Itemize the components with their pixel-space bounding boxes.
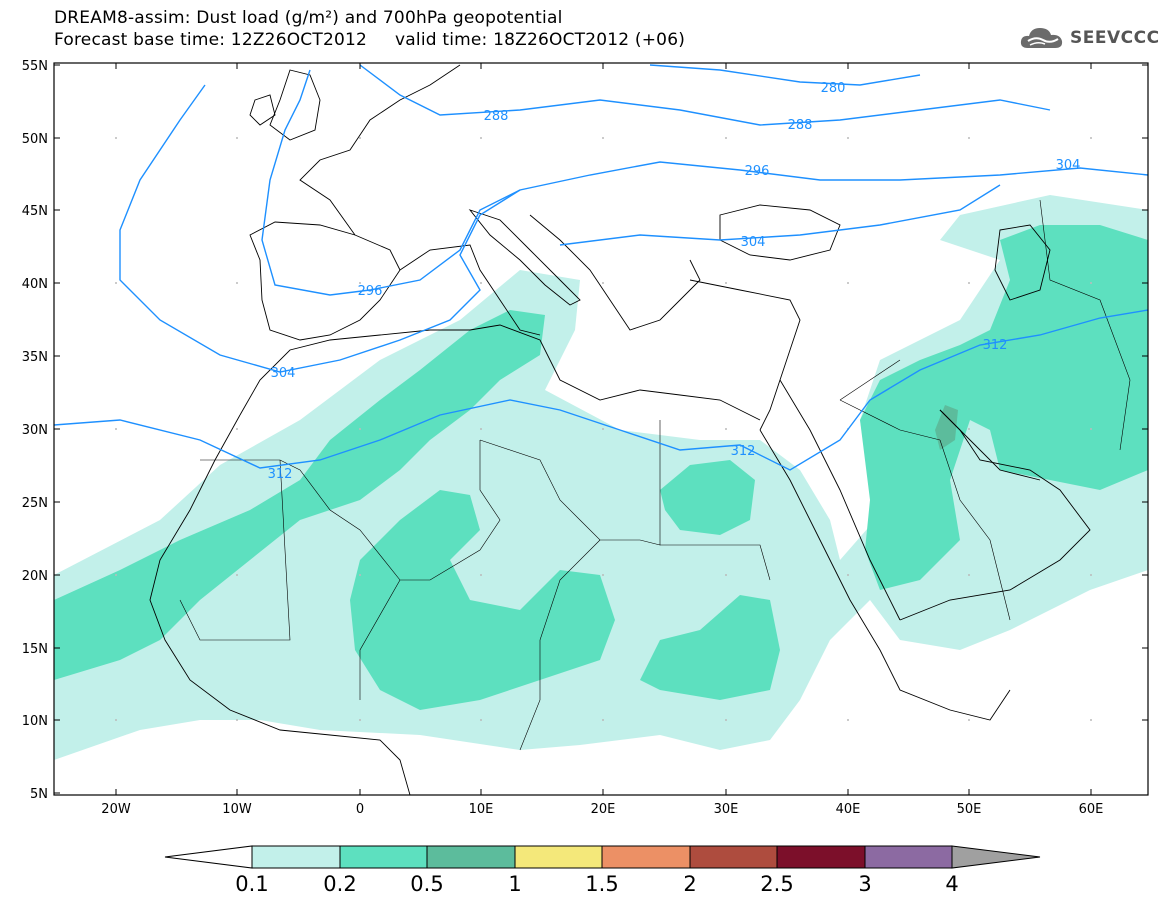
colorbar-label: 4 bbox=[945, 872, 959, 896]
colorbar-label: 2 bbox=[683, 872, 697, 896]
colorbar-swatch bbox=[339, 845, 428, 869]
contour-label: 288 bbox=[484, 109, 509, 124]
lat-label: 45N bbox=[22, 204, 48, 219]
geopotential-contours bbox=[54, 64, 1148, 471]
map-title: DREAM8-assim: Dust load (g/m²) and 700hP… bbox=[54, 8, 563, 28]
lat-label: 35N bbox=[22, 350, 48, 365]
contour-label: 312 bbox=[983, 338, 1008, 353]
contour-labels: 280 288 288 296 296 304 304 304 312 312 … bbox=[268, 81, 1081, 482]
colorbar-arrow-high bbox=[951, 845, 1041, 869]
latitude-labels: 55N 50N 45N 40N 35N 30N 25N 20N 15N 10N … bbox=[22, 59, 48, 802]
colorbar-label: 0.5 bbox=[410, 872, 444, 896]
colorbar-label: 0.1 bbox=[235, 872, 269, 896]
lat-label: 30N bbox=[22, 423, 48, 438]
lat-label: 55N bbox=[22, 59, 48, 74]
lon-label: 20E bbox=[591, 802, 616, 817]
logo-text: SEEVCCC bbox=[1070, 28, 1160, 48]
lat-label: 20N bbox=[22, 569, 48, 584]
grid-dots bbox=[115, 137, 1092, 721]
lat-label: 5N bbox=[30, 787, 48, 802]
colorbar-label: 2.5 bbox=[760, 872, 794, 896]
map-subtitle: Forecast base time: 12Z26OCT2012 valid t… bbox=[54, 30, 686, 50]
lat-label: 40N bbox=[22, 277, 48, 292]
contour-label: 296 bbox=[745, 164, 770, 179]
lat-label: 10N bbox=[22, 714, 48, 729]
cloud-icon bbox=[1020, 28, 1063, 48]
borders bbox=[179, 199, 1131, 751]
colorbar-swatch bbox=[251, 845, 341, 869]
contour-label: 288 bbox=[788, 118, 813, 133]
dust-shading-light bbox=[54, 195, 1148, 760]
dust-shading-medium bbox=[54, 225, 1148, 710]
colorbar-label: 1 bbox=[508, 872, 522, 896]
lon-label: 10W bbox=[222, 802, 252, 817]
contour-label: 312 bbox=[731, 444, 756, 459]
contour-label: 304 bbox=[741, 235, 766, 250]
colorbar bbox=[164, 845, 1041, 869]
contour-label: 304 bbox=[271, 366, 296, 381]
lat-label: 50N bbox=[22, 132, 48, 147]
tick-marks bbox=[54, 63, 1148, 795]
lon-label: 20W bbox=[101, 802, 131, 817]
contour-label: 296 bbox=[358, 284, 383, 299]
dust-shading-dark bbox=[935, 405, 958, 450]
colorbar-swatch bbox=[426, 845, 516, 869]
longitude-labels: 20W 10W 0 10E 20E 30E 40E 50E 60E bbox=[101, 802, 1103, 817]
colorbar-swatch bbox=[514, 845, 603, 869]
lon-label: 40E bbox=[836, 802, 861, 817]
colorbar-label: 0.2 bbox=[323, 872, 357, 896]
colorbar-label: 3 bbox=[858, 872, 872, 896]
lon-label: 0 bbox=[356, 802, 364, 817]
colorbar-swatch bbox=[689, 845, 778, 869]
colorbar-arrow-low bbox=[164, 845, 253, 869]
lat-label: 15N bbox=[22, 642, 48, 657]
contour-label: 312 bbox=[268, 467, 293, 482]
contour-label: 304 bbox=[1056, 158, 1081, 173]
lon-label: 30E bbox=[714, 802, 739, 817]
colorbar-swatch bbox=[601, 845, 691, 869]
colorbar-swatch bbox=[776, 845, 866, 869]
coastlines bbox=[149, 64, 1091, 795]
lon-label: 10E bbox=[469, 802, 494, 817]
colorbar-label: 1.5 bbox=[585, 872, 619, 896]
colorbar-swatch bbox=[864, 845, 953, 869]
lon-label: 50E bbox=[957, 802, 982, 817]
seevccc-logo: SEEVCCC bbox=[1018, 24, 1160, 52]
contour-label: 280 bbox=[821, 81, 846, 96]
lon-label: 60E bbox=[1079, 802, 1104, 817]
lat-label: 25N bbox=[22, 496, 48, 511]
